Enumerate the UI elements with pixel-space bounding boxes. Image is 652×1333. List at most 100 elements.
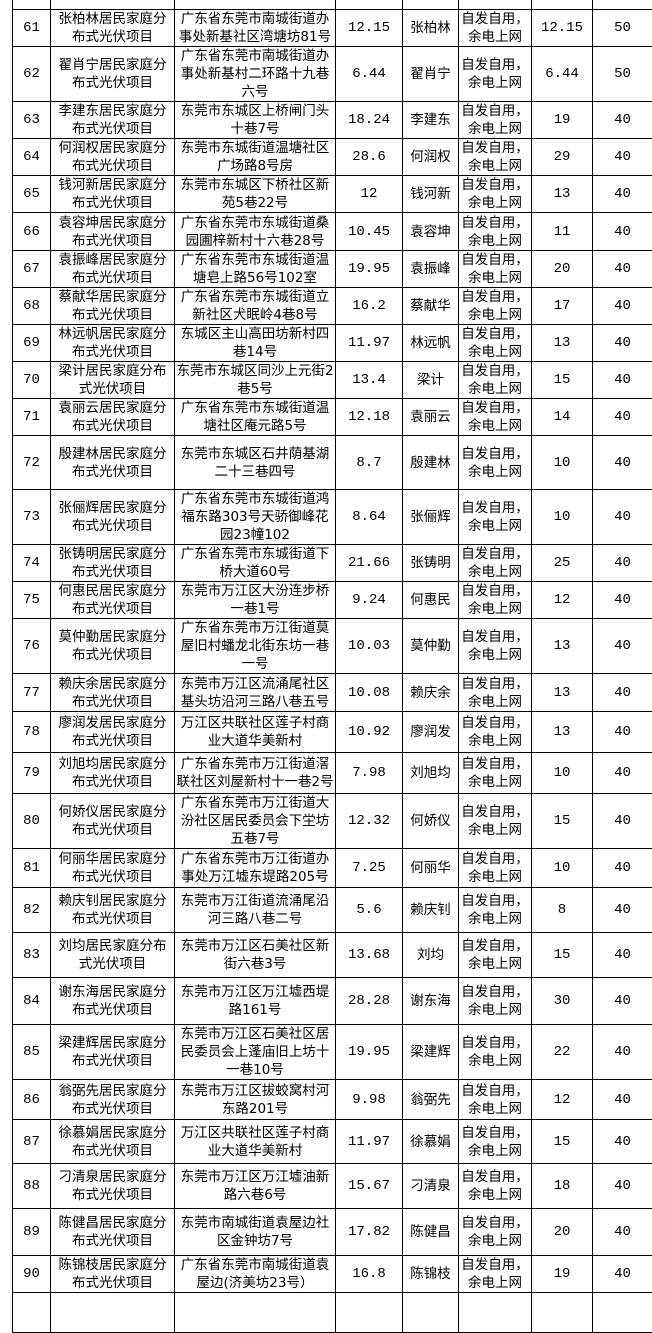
project-name-cell: 张柏林居民家庭分布式光伏项目 bbox=[51, 10, 175, 47]
row-number-cell: 82 bbox=[13, 888, 51, 933]
cell bbox=[51, 1293, 175, 1333]
value-1-cell: 30 bbox=[532, 978, 593, 1025]
capacity-cell: 13.68 bbox=[336, 933, 403, 978]
project-name-cell: 何丽华居民家庭分布式光伏项目 bbox=[51, 849, 175, 888]
address-cell: 东莞市万江区大汾连步桥一巷1号 bbox=[175, 582, 336, 619]
row-number-cell: 74 bbox=[13, 545, 51, 582]
cell bbox=[51, 0, 175, 10]
capacity-cell: 19.95 bbox=[336, 1025, 403, 1080]
owner-name-cell: 陈锦枝 bbox=[403, 1256, 459, 1293]
row-number-cell: 69 bbox=[13, 325, 51, 362]
value-2-cell: 40 bbox=[593, 399, 652, 436]
value-2-cell: 40 bbox=[593, 288, 652, 325]
row-number-cell: 73 bbox=[13, 490, 51, 545]
value-1-cell: 13 bbox=[532, 674, 593, 712]
grid-mode-cell: 自发自用，余电上网 bbox=[459, 1080, 532, 1120]
table-row-partial-top bbox=[13, 0, 652, 10]
project-name-cell: 何惠民居民家庭分布式光伏项目 bbox=[51, 582, 175, 619]
cell bbox=[459, 0, 532, 10]
cell bbox=[532, 0, 593, 10]
owner-name-cell: 翟肖宁 bbox=[403, 47, 459, 102]
owner-name-cell: 袁丽云 bbox=[403, 399, 459, 436]
address-cell: 广东省东莞市东城街道桑园圃梓新村十六巷28号 bbox=[175, 213, 336, 251]
owner-name-cell: 袁容坤 bbox=[403, 213, 459, 251]
capacity-cell: 12 bbox=[336, 176, 403, 213]
capacity-cell: 12.18 bbox=[336, 399, 403, 436]
grid-mode-cell: 自发自用，余电上网 bbox=[459, 712, 532, 753]
row-number-cell: 68 bbox=[13, 288, 51, 325]
row-number-cell: 64 bbox=[13, 139, 51, 176]
capacity-cell: 9.24 bbox=[336, 582, 403, 619]
row-number-cell: 62 bbox=[13, 47, 51, 102]
address-cell: 广东省东莞市万江街道办事处万江墟东堤路205号 bbox=[175, 849, 336, 888]
capacity-cell: 28.6 bbox=[336, 139, 403, 176]
value-2-cell: 50 bbox=[593, 10, 652, 47]
address-cell: 东莞市万江区万江墟西堤路161号 bbox=[175, 978, 336, 1025]
address-cell: 东莞市万江街道流涌尾沿河三路八巷二号 bbox=[175, 888, 336, 933]
address-cell: 广东省东莞市东城街道温塘社区庵元路5号 bbox=[175, 399, 336, 436]
value-2-cell: 40 bbox=[593, 1120, 652, 1164]
project-name-cell: 何娇仪居民家庭分布式光伏项目 bbox=[51, 794, 175, 849]
row-number-cell: 86 bbox=[13, 1080, 51, 1120]
capacity-cell: 9.98 bbox=[336, 1080, 403, 1120]
value-1-cell: 6.44 bbox=[532, 47, 593, 102]
project-name-cell: 徐慕娟居民家庭分布式光伏项目 bbox=[51, 1120, 175, 1164]
address-cell: 广东省东莞市万江街道大汾社区居民委员会下坣坊五巷7号 bbox=[175, 794, 336, 849]
owner-name-cell: 莫仲勤 bbox=[403, 619, 459, 674]
owner-name-cell: 廖润发 bbox=[403, 712, 459, 753]
grid-mode-cell: 自发自用，余电上网 bbox=[459, 582, 532, 619]
value-1-cell: 15 bbox=[532, 1120, 593, 1164]
value-1-cell: 15 bbox=[532, 933, 593, 978]
project-name-cell: 陈锦枝居民家庭分布式光伏项目 bbox=[51, 1256, 175, 1293]
owner-name-cell: 张铸明 bbox=[403, 545, 459, 582]
project-name-cell: 梁建辉居民家庭分布式光伏项目 bbox=[51, 1025, 175, 1080]
cell bbox=[175, 1293, 336, 1333]
value-2-cell: 40 bbox=[593, 176, 652, 213]
cell bbox=[336, 1293, 403, 1333]
owner-name-cell: 刘旭均 bbox=[403, 753, 459, 794]
grid-mode-cell: 自发自用，余电上网 bbox=[459, 325, 532, 362]
value-1-cell: 13 bbox=[532, 619, 593, 674]
address-cell: 东莞市东城区下桥社区新苑5巷22号 bbox=[175, 176, 336, 213]
owner-name-cell: 钱河新 bbox=[403, 176, 459, 213]
capacity-cell: 10.92 bbox=[336, 712, 403, 753]
value-2-cell: 40 bbox=[593, 1025, 652, 1080]
value-2-cell: 40 bbox=[593, 1080, 652, 1120]
grid-mode-cell: 自发自用，余电上网 bbox=[459, 753, 532, 794]
address-cell: 广东省东莞市东城街道立新社区犬眠岭4巷8号 bbox=[175, 288, 336, 325]
value-2-cell: 50 bbox=[593, 47, 652, 102]
project-name-cell: 袁容坤居民家庭分布式光伏项目 bbox=[51, 213, 175, 251]
grid-mode-cell: 自发自用，余电上网 bbox=[459, 251, 532, 288]
value-1-cell: 15 bbox=[532, 794, 593, 849]
owner-name-cell: 徐慕娟 bbox=[403, 1120, 459, 1164]
address-cell: 广东省东莞市东城街道鸿福东路303号天骄御峰花园23幢102 bbox=[175, 490, 336, 545]
capacity-cell: 15.67 bbox=[336, 1164, 403, 1209]
value-1-cell: 19 bbox=[532, 102, 593, 139]
value-1-cell: 8 bbox=[532, 888, 593, 933]
cell bbox=[175, 0, 336, 10]
owner-name-cell: 陈健昌 bbox=[403, 1209, 459, 1256]
owner-name-cell: 翁弼先 bbox=[403, 1080, 459, 1120]
value-1-cell: 11 bbox=[532, 213, 593, 251]
grid-mode-cell: 自发自用，余电上网 bbox=[459, 176, 532, 213]
project-name-cell: 陈健昌居民家庭分布式光伏项目 bbox=[51, 1209, 175, 1256]
capacity-cell: 16.2 bbox=[336, 288, 403, 325]
project-name-cell: 袁振峰居民家庭分布式光伏项目 bbox=[51, 251, 175, 288]
value-2-cell: 40 bbox=[593, 582, 652, 619]
row-number-cell: 75 bbox=[13, 582, 51, 619]
grid-mode-cell: 自发自用，余电上网 bbox=[459, 399, 532, 436]
row-number-cell: 71 bbox=[13, 399, 51, 436]
owner-name-cell: 张柏林 bbox=[403, 10, 459, 47]
address-cell: 东莞市南城街道袁屋边社区金钟坊7号 bbox=[175, 1209, 336, 1256]
row-number-cell: 90 bbox=[13, 1256, 51, 1293]
table-row-partial-bottom bbox=[13, 1293, 652, 1333]
